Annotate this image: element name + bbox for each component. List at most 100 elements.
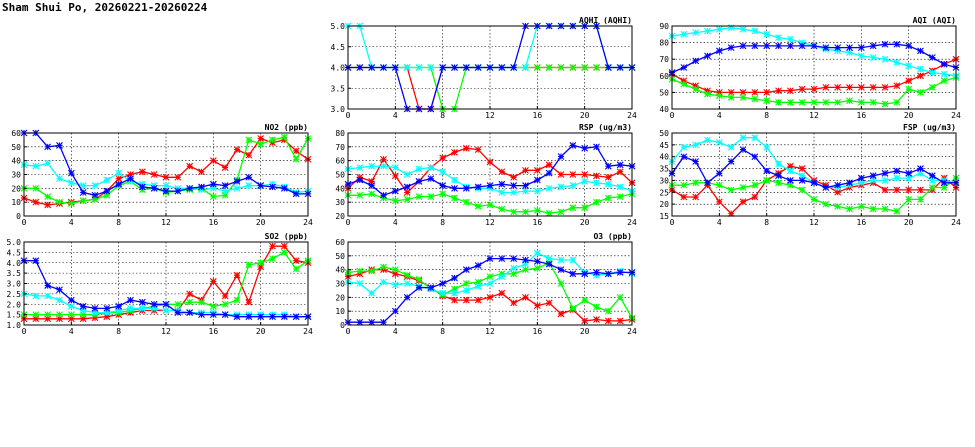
data-point xyxy=(103,191,111,199)
data-point xyxy=(763,42,771,50)
y-tick-label: 4.5 xyxy=(331,43,346,52)
data-point xyxy=(557,183,565,191)
data-point xyxy=(233,313,241,321)
y-tick-label: 0 xyxy=(340,321,345,330)
data-point xyxy=(486,273,494,280)
data-point xyxy=(269,255,276,262)
data-point xyxy=(680,64,688,71)
data-point xyxy=(474,296,482,304)
x-tick-label: 20 xyxy=(580,111,590,120)
data-point xyxy=(727,89,735,96)
data-point xyxy=(822,44,830,51)
data-point xyxy=(522,208,529,216)
data-point xyxy=(186,309,194,316)
data-point xyxy=(257,259,265,267)
data-point xyxy=(403,196,411,203)
data-point xyxy=(569,204,577,212)
data-point xyxy=(775,34,782,42)
data-point xyxy=(79,315,87,323)
data-point xyxy=(439,289,447,297)
data-point xyxy=(545,184,553,192)
y-tick-label: 40 xyxy=(659,153,669,162)
x-tick-label: 12 xyxy=(161,218,171,227)
data-point xyxy=(486,280,494,287)
x-tick-label: 16 xyxy=(209,327,219,336)
chart-fsp: 0 4 8 12 16 20 24 15 20 25 30 35 40 45 50 FSP (ug/m3) xyxy=(659,123,961,227)
data-point xyxy=(604,270,612,278)
data-point xyxy=(680,80,688,88)
series-4 xyxy=(344,142,636,199)
data-point xyxy=(893,167,901,175)
x-tick-label: 20 xyxy=(256,218,266,227)
data-point xyxy=(692,29,700,37)
series-2 xyxy=(344,190,636,217)
data-point xyxy=(474,64,482,71)
data-point xyxy=(704,179,711,187)
data-point xyxy=(727,186,735,194)
data-point xyxy=(917,65,924,73)
chart-title: FSP (ug/m3) xyxy=(903,123,956,132)
data-point xyxy=(79,302,87,310)
y-tick-label: 50 xyxy=(335,171,345,180)
data-point xyxy=(415,178,423,185)
data-point xyxy=(462,64,470,71)
data-point xyxy=(881,40,889,48)
data-point xyxy=(451,184,458,192)
data-point xyxy=(846,205,853,213)
data-point xyxy=(751,27,759,35)
data-point xyxy=(893,59,901,66)
data-point xyxy=(893,98,901,106)
page-title: Sham Shui Po, 20260221-20260224 xyxy=(2,1,208,14)
x-tick-label: 8 xyxy=(440,111,445,120)
data-point xyxy=(162,173,170,181)
data-point xyxy=(604,64,612,71)
data-point xyxy=(522,256,529,264)
data-point xyxy=(510,299,518,307)
data-point xyxy=(917,165,924,172)
x-tick-label: 20 xyxy=(256,327,266,336)
data-point xyxy=(557,153,565,160)
data-point xyxy=(905,196,913,203)
y-tick-label: 1.5 xyxy=(7,311,22,320)
data-point xyxy=(917,89,924,96)
data-point xyxy=(403,183,411,191)
data-point xyxy=(391,164,399,171)
data-point xyxy=(533,207,541,214)
data-point xyxy=(763,143,771,151)
y-tick-label: 4.5 xyxy=(7,248,22,257)
x-tick-label: 8 xyxy=(116,327,121,336)
data-point xyxy=(245,313,253,321)
data-point xyxy=(150,300,158,308)
data-point xyxy=(91,309,99,316)
data-point xyxy=(380,64,387,71)
data-point xyxy=(67,200,75,207)
data-point xyxy=(510,255,518,262)
data-point xyxy=(403,271,411,279)
data-point xyxy=(150,171,158,178)
data-point xyxy=(786,87,794,95)
data-point xyxy=(739,25,747,33)
y-tick-label: 5.0 xyxy=(331,22,346,31)
data-point xyxy=(32,198,40,206)
data-point xyxy=(292,265,300,273)
data-point xyxy=(680,143,688,151)
data-point xyxy=(751,193,759,201)
data-point xyxy=(822,200,830,208)
data-point xyxy=(174,309,182,316)
data-point xyxy=(257,140,265,148)
data-point xyxy=(593,179,600,187)
data-point xyxy=(604,317,612,325)
y-tick-label: 20 xyxy=(11,184,21,193)
data-point xyxy=(67,315,75,323)
data-point xyxy=(905,62,913,70)
data-point xyxy=(893,186,901,194)
data-point xyxy=(928,69,936,76)
data-point xyxy=(557,310,565,318)
data-point xyxy=(56,311,63,319)
data-point xyxy=(834,44,842,51)
series-2 xyxy=(20,133,312,207)
data-point xyxy=(869,84,877,91)
data-point xyxy=(775,87,782,95)
data-point xyxy=(221,182,229,189)
y-tick-label: 35 xyxy=(659,165,669,174)
